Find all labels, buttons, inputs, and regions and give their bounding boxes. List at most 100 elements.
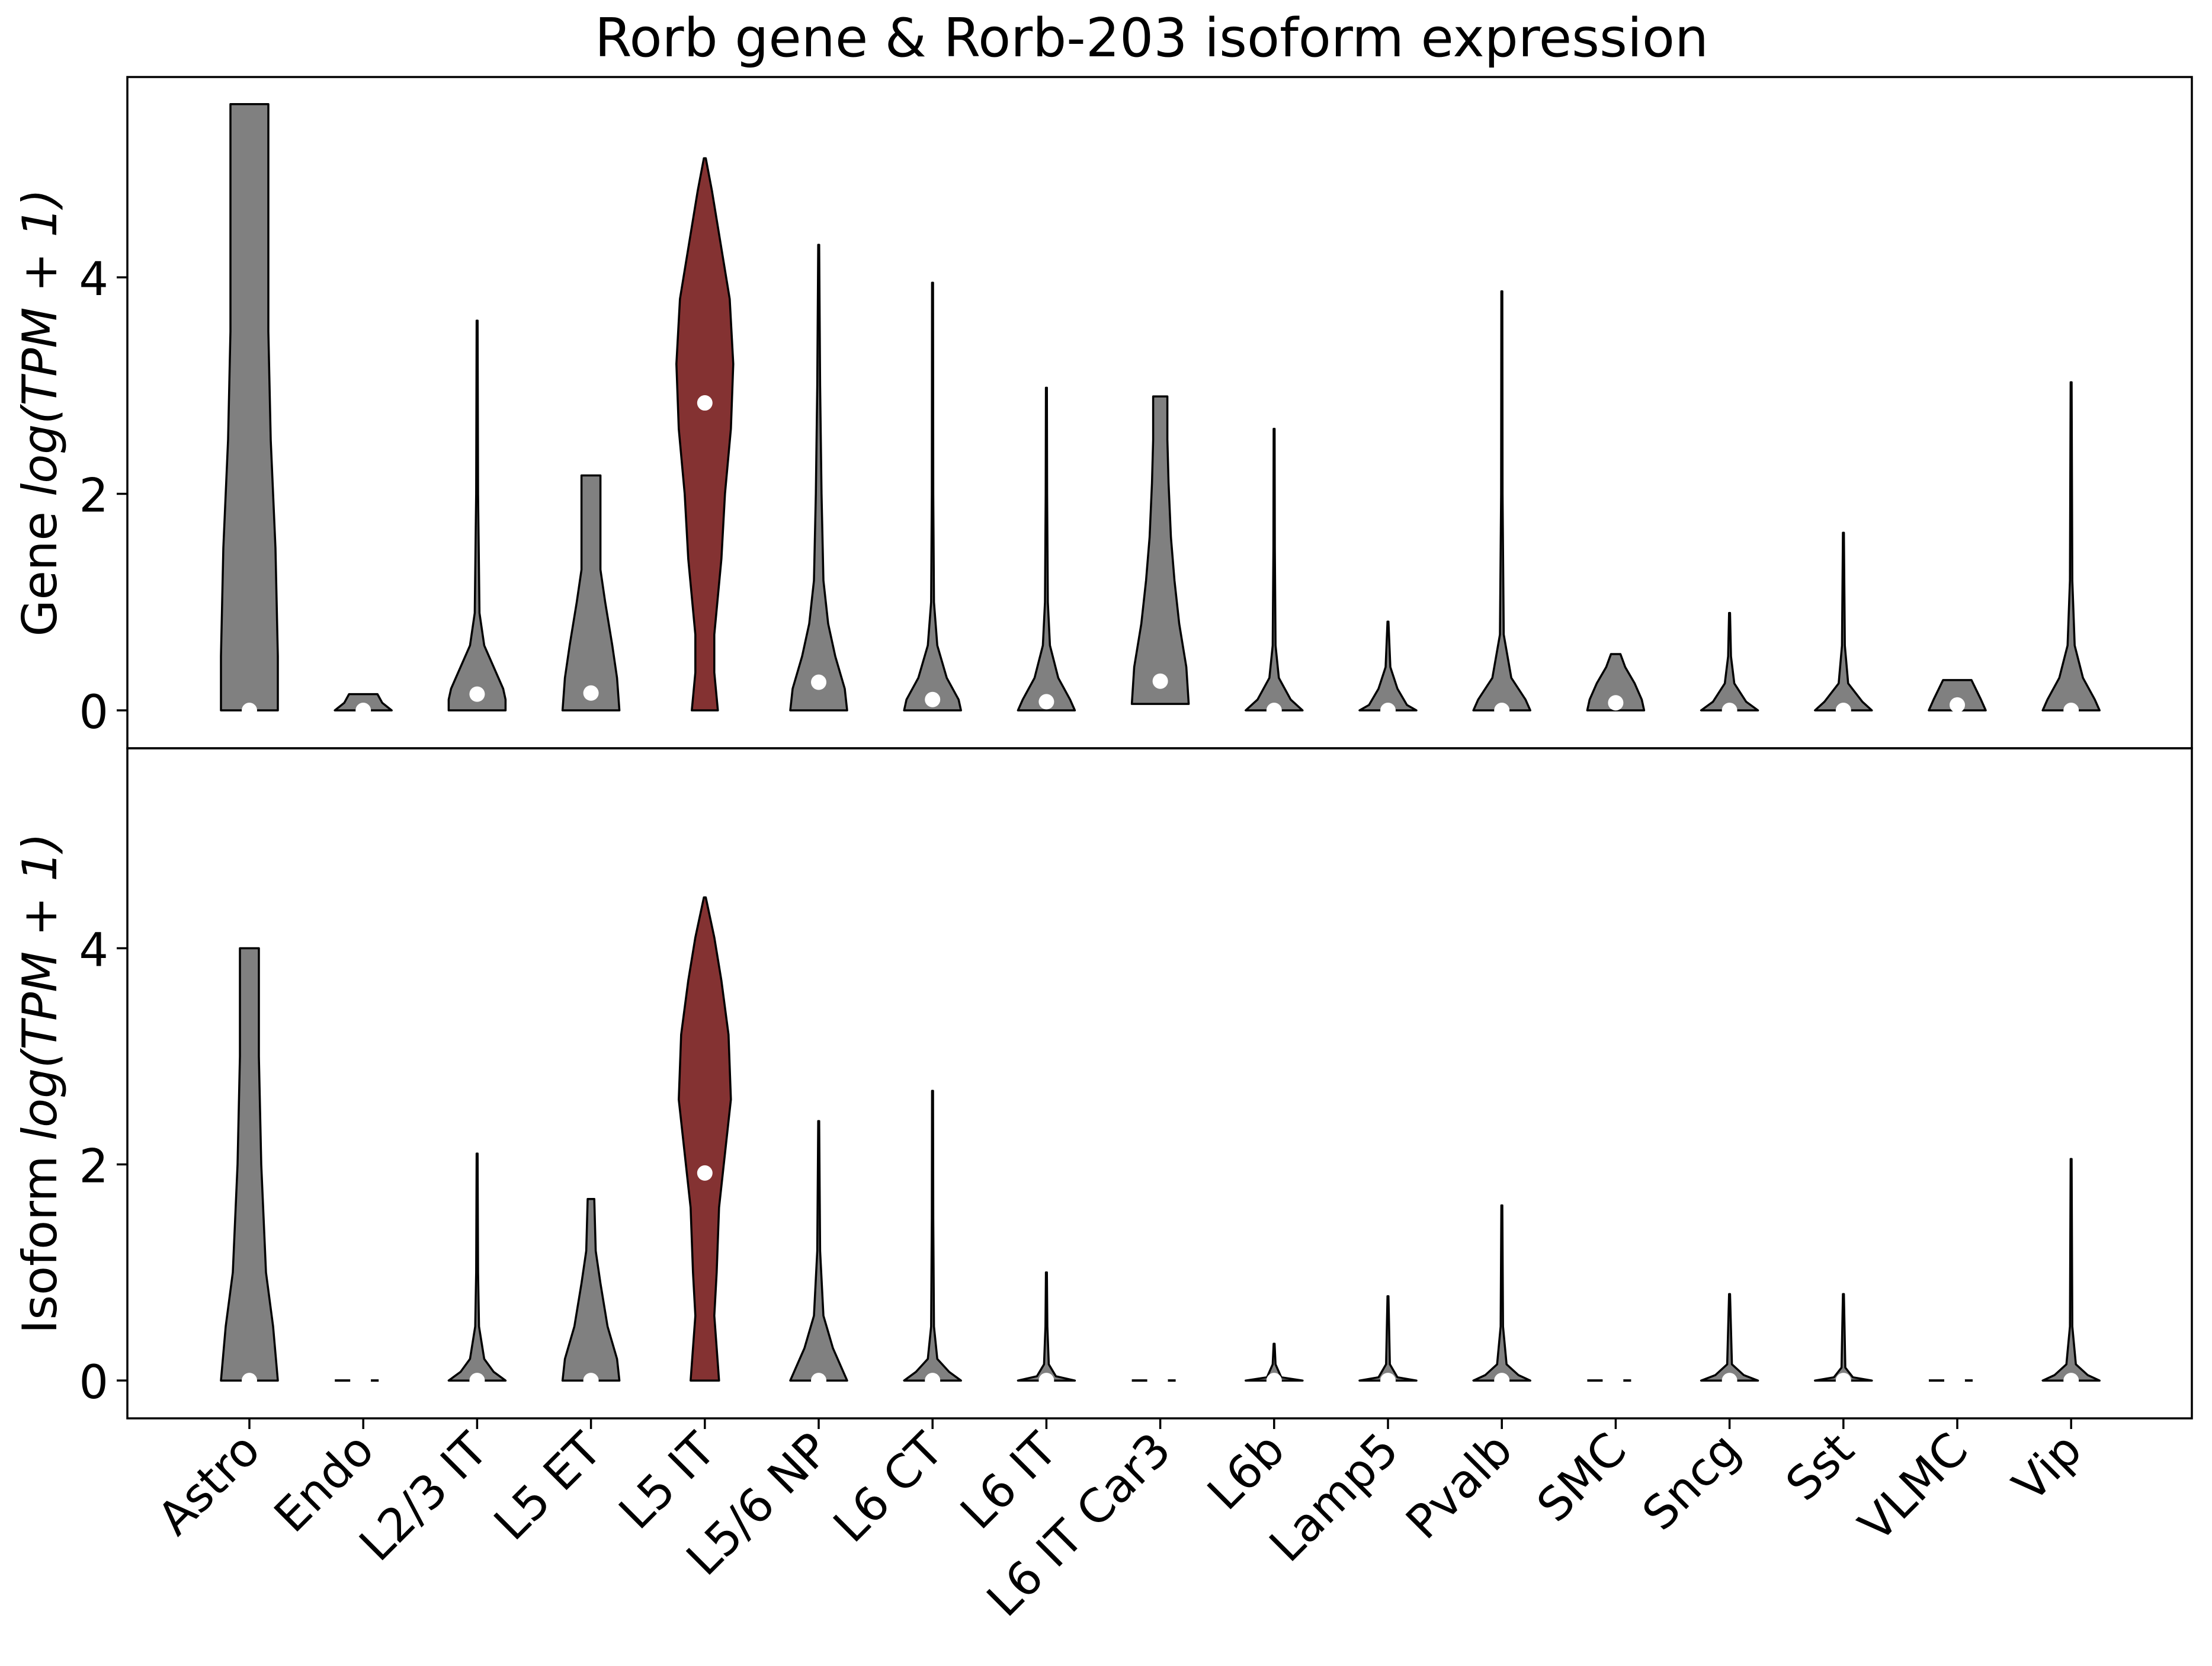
violin-shape: [1472, 1204, 1531, 1382]
violin-shape: [675, 157, 735, 712]
violin-shape: [903, 1090, 962, 1382]
violin-isoform-l6-it-car3: [1131, 1373, 1189, 1389]
median-dot: [242, 703, 257, 719]
median-dot: [811, 1373, 826, 1389]
violin-shape: [447, 319, 507, 712]
violin-gene-l6-ct: [903, 281, 962, 712]
violin-gene-l5-et: [561, 474, 621, 712]
median-dot: [1721, 703, 1737, 719]
violin-shape: [2041, 1158, 2101, 1382]
violin-isoform-vip: [2041, 1158, 2101, 1389]
violin-isoform-sncg: [1700, 1293, 1759, 1389]
median-dot: [1380, 1373, 1396, 1389]
median-dot: [1950, 1373, 1965, 1389]
y-axis-label-isoform: Isoform log(TPM + 1): [12, 833, 68, 1334]
violin-isoform-lamp5: [1358, 1295, 1418, 1389]
violin-isoform-l5-it: [678, 896, 732, 1382]
violin-isoform-astro: [220, 947, 279, 1389]
violin-shape: [561, 1197, 621, 1382]
median-dot: [1721, 1373, 1737, 1389]
violin-gene-l6-it: [1017, 386, 1076, 712]
violin-shape: [1586, 653, 1646, 712]
median-dot: [583, 1373, 599, 1389]
violin-isoform-pvalb: [1472, 1204, 1531, 1389]
violin-shape: [1814, 531, 1873, 712]
violin-shape: [220, 947, 279, 1382]
violin-gene-lamp5: [1358, 620, 1418, 719]
violin-shape: [447, 1152, 507, 1382]
violin-gene-l6b: [1245, 428, 1304, 719]
median-dot: [1152, 1373, 1168, 1389]
violin-shape: [1358, 1295, 1418, 1382]
violin-isoform-endo: [335, 1373, 392, 1389]
violin-isoform-smc: [1587, 1373, 1644, 1389]
y-tick-label: 4: [79, 924, 108, 977]
violin-shape: [1700, 611, 1759, 712]
violin-shape: [1928, 679, 1987, 712]
median-dot: [469, 1373, 485, 1389]
median-dot: [1266, 703, 1282, 719]
violin-gene-l6-it-car3: [1130, 395, 1190, 705]
violin-shape: [1700, 1293, 1759, 1382]
median-dot: [242, 1373, 257, 1389]
median-dot: [1038, 1373, 1054, 1389]
violin-shape: [903, 281, 962, 712]
violin-shape: [1245, 1343, 1304, 1382]
median-dot: [1152, 673, 1168, 689]
median-dot: [1038, 694, 1054, 710]
median-dot: [2063, 1373, 2079, 1389]
violin-shape: [2041, 381, 2101, 712]
y-tick-label: 0: [79, 1356, 108, 1409]
y-axis-label-math: log(TPM + 1): [12, 189, 68, 496]
y-axis-label-math: log(TPM + 1): [12, 833, 68, 1140]
violin-isoform-sst: [1814, 1293, 1873, 1389]
violin-isoform-l5-et: [561, 1197, 621, 1389]
chart-title: Rorb gene & Rorb-203 isoform expression: [595, 7, 1708, 69]
median-dot: [1380, 703, 1396, 719]
median-dot: [1835, 703, 1851, 719]
violin-shape: [678, 896, 732, 1382]
median-dot: [925, 691, 941, 707]
violin-gene-astro: [220, 102, 279, 719]
y-axis-label-gene: Gene log(TPM + 1): [12, 189, 68, 637]
violin-shape: [1472, 290, 1531, 712]
violin-gene-sncg: [1700, 611, 1759, 719]
median-dot: [1835, 1373, 1851, 1389]
median-dot: [1266, 1373, 1282, 1389]
violin-gene-pvalb: [1472, 290, 1531, 719]
y-tick-label: 2: [79, 1140, 108, 1193]
median-dot: [1494, 703, 1510, 719]
violin-isoform-l6b: [1245, 1343, 1304, 1389]
violin-shape: [1017, 386, 1076, 712]
y-tick-label: 0: [79, 686, 108, 739]
y-axis-label-prefix: Isoform: [12, 1140, 68, 1334]
median-dot: [697, 395, 713, 411]
violin-shape: [789, 1120, 848, 1382]
violin-gene-smc: [1586, 653, 1646, 712]
violin-shape: [1017, 1271, 1076, 1382]
violin-shape: [1245, 428, 1304, 712]
violin-gene-l2-3-it: [447, 319, 507, 712]
violin-isoform-l5-6-np: [789, 1120, 848, 1389]
violin-isoform-vlmc: [1929, 1373, 1986, 1389]
median-dot: [925, 1373, 941, 1389]
median-dot: [1950, 697, 1965, 713]
violin-shape: [561, 474, 621, 712]
violin-isoform-l6-ct: [903, 1090, 962, 1389]
median-dot: [355, 1373, 371, 1389]
y-tick-label: 4: [79, 253, 108, 306]
violin-gene-l5-it: [675, 157, 735, 712]
violin-shape: [220, 102, 279, 712]
violin-shape: [334, 693, 393, 712]
median-dot: [1608, 1373, 1624, 1389]
median-dot: [469, 686, 485, 702]
median-dot: [583, 685, 599, 701]
violin-isoform-l2-3-it: [447, 1152, 507, 1389]
violin-isoform-l6-it: [1017, 1271, 1076, 1389]
violin-gene-l5-6-np: [789, 244, 848, 712]
violin-gene-vlmc: [1928, 679, 1987, 713]
violin-gene-endo: [334, 693, 393, 719]
